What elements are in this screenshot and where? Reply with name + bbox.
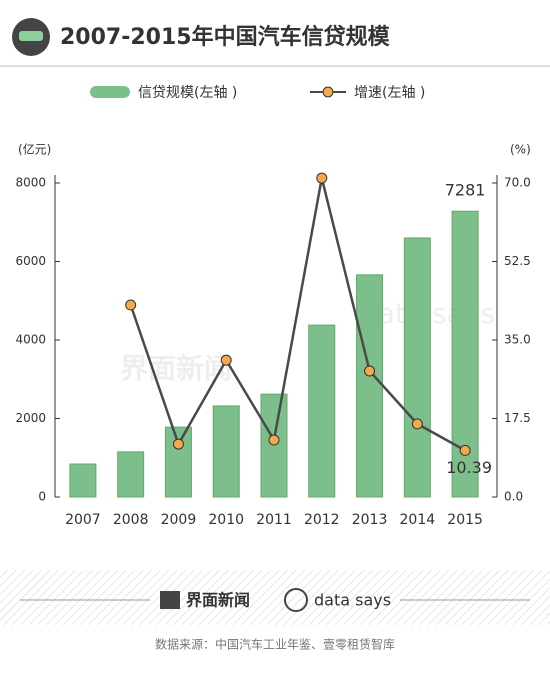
bar — [164, 426, 192, 498]
data-label: 7281 — [445, 181, 486, 200]
watermark: 界面新闻 — [120, 352, 232, 385]
y2-tick-label: 35.0 — [504, 333, 531, 347]
chart-title: 2007-2015年中国汽车信贷规模 — [60, 24, 391, 50]
line-marker — [316, 172, 328, 184]
x-tick-label: 2007 — [65, 512, 101, 528]
y2-tick-label: 0.0 — [504, 490, 523, 504]
line-marker — [364, 365, 376, 377]
x-tick-label: 2011 — [256, 512, 292, 528]
legend-marker — [322, 86, 334, 98]
bar — [260, 393, 288, 498]
line-marker — [411, 418, 423, 430]
x-tick-label: 2015 — [447, 512, 483, 528]
line-marker — [268, 434, 280, 446]
bar — [356, 274, 384, 498]
y-tick-label: 8000 — [15, 176, 46, 190]
bar — [403, 237, 431, 498]
footer-brand2: data says — [314, 591, 391, 610]
x-tick-label: 2008 — [113, 512, 149, 528]
bar — [308, 324, 336, 498]
line-marker — [220, 354, 232, 366]
line-marker — [172, 438, 184, 450]
brand-icon — [160, 591, 180, 609]
x-tick-label: 2010 — [208, 512, 244, 528]
bar — [212, 405, 240, 498]
bar — [117, 451, 145, 498]
bar — [69, 463, 97, 498]
line — [129, 177, 466, 452]
y2-tick-label: 70.0 — [504, 176, 531, 190]
y2-tick-label: 52.5 — [504, 254, 531, 268]
footer-band — [0, 570, 550, 625]
y-tick-label: 4000 — [15, 333, 46, 347]
footer-brand: 界面新闻 — [186, 591, 250, 610]
line-marker — [125, 299, 137, 311]
x-tick-label: 2012 — [304, 512, 340, 528]
y2-tick-label: 17.5 — [504, 411, 531, 425]
y-tick-label: 6000 — [15, 254, 46, 268]
data-label: 10.39 — [446, 458, 492, 477]
y-tick-label: 0 — [38, 490, 46, 504]
legend-label: 信贷规模(左轴 ) — [138, 85, 237, 101]
x-tick-label: 2014 — [400, 512, 436, 528]
legend-swatch — [90, 86, 130, 98]
logo-car — [19, 31, 43, 41]
y-tick-label: 2000 — [15, 411, 46, 425]
brand2-icon — [284, 588, 308, 612]
legend-label: 增速(左轴 ) — [354, 85, 425, 101]
y2-axis-label: (%) — [510, 143, 531, 157]
line-marker — [459, 444, 471, 456]
source-note: 数据来源：中国汽车工业年鉴、壹零租赁智库 — [155, 637, 395, 652]
x-tick-label: 2009 — [161, 512, 197, 528]
y-axis-label: (亿元) — [18, 142, 51, 157]
x-tick-label: 2013 — [352, 512, 388, 528]
